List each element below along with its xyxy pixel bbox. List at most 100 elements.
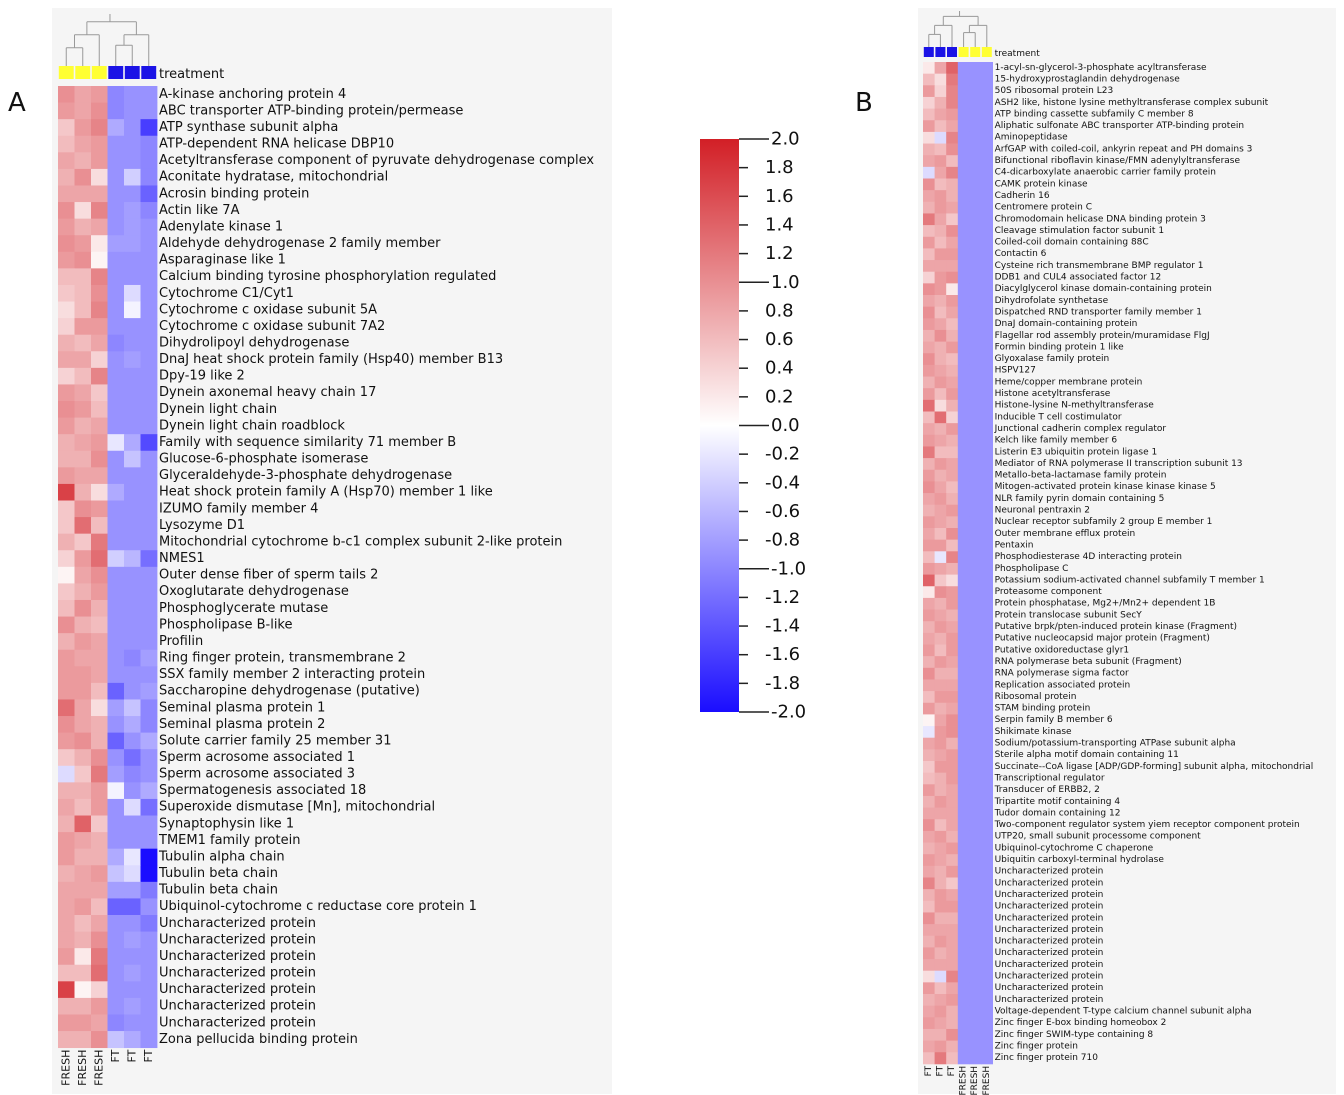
heatmap-cell (124, 583, 141, 601)
heatmap-cell (107, 732, 125, 750)
heatmap-cell (58, 152, 75, 170)
heatmap-cell (140, 865, 158, 883)
heatmap-cell (74, 318, 92, 336)
heatmap-cell (981, 388, 993, 401)
heatmap-cell (74, 202, 92, 220)
heatmap-cell (91, 782, 108, 800)
heatmap-cell (58, 898, 75, 916)
heatmap-cell (946, 842, 959, 855)
row-label: Tubulin beta chain (158, 883, 278, 898)
heatmap-cell (934, 248, 947, 261)
heatmap-cell (981, 865, 993, 878)
heatmap-cell (957, 935, 970, 948)
heatmap-cell (58, 467, 75, 485)
heatmap-cell (923, 73, 935, 86)
heatmap-cell (140, 500, 158, 518)
heatmap-cell (957, 900, 970, 913)
heatmap-cell (957, 120, 970, 133)
heatmap-cell (969, 924, 982, 937)
heatmap-cell (981, 131, 993, 144)
heatmap-cell (981, 528, 993, 541)
heatmap-cell (140, 268, 158, 286)
heatmap-cell (923, 691, 935, 704)
column-label: FRESH (76, 1050, 89, 1086)
row-label: Contactin 6 (995, 249, 1047, 259)
heatmap-cell (74, 550, 92, 568)
heatmap-cell (981, 1052, 993, 1065)
heatmap-cell (58, 417, 75, 435)
heatmap-cell (934, 656, 947, 669)
heatmap-cell (923, 131, 935, 144)
heatmap-cell (981, 62, 993, 75)
heatmap-cell (923, 353, 935, 366)
heatmap-cell (969, 504, 982, 517)
heatmap-cell (946, 656, 959, 669)
heatmap-cell (124, 384, 141, 402)
heatmap-cell (969, 155, 982, 168)
heatmap-cell (923, 411, 935, 424)
treatment-cell-fresh (91, 66, 107, 79)
heatmap-cell (58, 716, 75, 734)
heatmap-cell (107, 865, 125, 883)
heatmap-cell (107, 848, 125, 866)
heatmap-cell (140, 997, 158, 1015)
heatmap-cell (58, 119, 75, 137)
heatmap-cell (981, 260, 993, 273)
heatmap-cell (946, 632, 959, 645)
heatmap-cell (981, 597, 993, 610)
heatmap-cell (58, 168, 75, 186)
heatmap-cell (969, 959, 982, 972)
heatmap-cell (969, 982, 982, 995)
heatmap-cell (934, 994, 947, 1007)
heatmap-cell (946, 982, 959, 995)
row-label: Junctional cadherin complex regulator (994, 424, 1167, 434)
heatmap-cell (934, 329, 947, 342)
heatmap-cell (923, 865, 935, 878)
heatmap-cell (923, 970, 935, 983)
heatmap-cell (946, 364, 959, 377)
heatmap-cell (74, 666, 92, 684)
heatmap-cell (140, 367, 158, 385)
heatmap-cell (957, 225, 970, 238)
heatmap-cell (91, 583, 108, 601)
row-label: Transcriptional regulator (994, 773, 1105, 783)
heatmap-cell (957, 632, 970, 645)
heatmap-cell (934, 96, 947, 109)
heatmap-cell (981, 679, 993, 692)
treatment-cell-ft (124, 66, 140, 79)
row-label: Aliphatic sulfonate ABC transporter ATP-… (995, 121, 1244, 131)
heatmap-cell (58, 1031, 75, 1049)
heatmap-cell (946, 970, 959, 983)
heatmap-cell (969, 726, 982, 739)
heatmap-cell (923, 1017, 935, 1030)
heatmap-cell (74, 1014, 92, 1032)
heatmap-cell (58, 566, 75, 584)
heatmap-cell (934, 62, 947, 75)
heatmap-cell (140, 682, 158, 700)
heatmap-cell (74, 649, 92, 667)
heatmap-cell (923, 795, 935, 808)
row-label: Cleavage stimulation factor subunit 1 (995, 226, 1164, 236)
heatmap-cell (124, 865, 141, 883)
heatmap-cell (969, 353, 982, 366)
heatmap-cell (957, 551, 970, 564)
heatmap-cell (957, 516, 970, 529)
heatmap-cell (957, 609, 970, 622)
heatmap-cell (957, 178, 970, 191)
heatmap-cell (140, 1031, 158, 1049)
heatmap-cell (124, 782, 141, 800)
heatmap-cell (74, 135, 92, 153)
heatmap-cell (981, 271, 993, 284)
heatmap-cell (74, 483, 92, 501)
heatmap-cell (981, 1028, 993, 1041)
heatmap-cell (107, 583, 125, 601)
heatmap-cell (934, 982, 947, 995)
heatmap-cell (981, 761, 993, 774)
row-label: Glyceraldehyde-3-phosphate dehydrogenase (159, 468, 452, 483)
row-label: Profilin (159, 634, 203, 649)
row-label: Putative oxidoreductase glyr1 (995, 645, 1130, 655)
heatmap-cell (58, 732, 75, 750)
heatmap-cell (58, 981, 75, 999)
heatmap-cell (934, 586, 947, 599)
row-label: Histone acetyltransferase (995, 389, 1111, 399)
